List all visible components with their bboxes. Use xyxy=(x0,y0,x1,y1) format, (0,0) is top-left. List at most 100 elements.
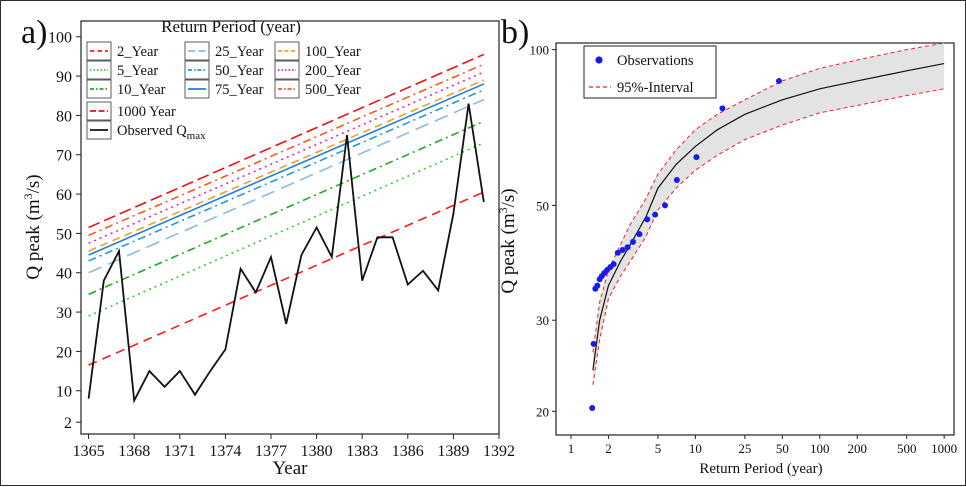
legend-item-500-year: 500_Year xyxy=(274,79,361,99)
b-y-tick-label-100: 100 xyxy=(530,43,550,58)
x-tick-label-1383: 1383 xyxy=(346,443,378,460)
y-tick-label-30: 30 xyxy=(56,305,72,322)
y-tick-label-60: 60 xyxy=(56,187,72,204)
observation-point xyxy=(629,238,636,245)
observation-point xyxy=(719,105,726,112)
x-tick-label-1374: 1374 xyxy=(209,443,241,460)
panel-b-x-ticks: 1 2 5 10 25 50 100 200 500 1000 xyxy=(568,435,957,456)
b-x-tick-label-1: 1 xyxy=(568,441,575,456)
legend-label-2-year: 2_Year xyxy=(117,44,158,60)
y-tick-label-100: 100 xyxy=(48,30,72,47)
b-x-tick-label-200: 200 xyxy=(847,441,867,456)
legend-item-75-year: 75_Year xyxy=(184,79,264,99)
observation-point xyxy=(624,244,631,251)
legend-label-10-year: 10_Year xyxy=(117,82,166,98)
line-1000-year xyxy=(88,53,485,229)
panel-b-legend: Observations 95%-Interval xyxy=(583,45,717,99)
legend-label-5-year: 5_Year xyxy=(117,63,158,79)
line-100-year xyxy=(88,79,485,252)
interval-lower-line xyxy=(592,88,945,385)
y-tick-label-80: 80 xyxy=(56,108,72,125)
legend-interval-label: 95%-Interval xyxy=(617,80,694,96)
panel-b-label: b) xyxy=(501,14,529,51)
b-x-tick-label-5: 5 xyxy=(655,441,662,456)
legend-label-100-year: 100_Year xyxy=(305,44,361,60)
y-tick-label-10: 10 xyxy=(56,384,72,401)
legend-label-observed-qmax: Observed Qmax xyxy=(117,123,206,142)
legend-item-5-year: 5_Year xyxy=(86,60,158,80)
panel-b-y-axis-title-main: Q peak (m xyxy=(498,213,519,293)
panel-a-series xyxy=(87,53,485,404)
observation-point xyxy=(636,231,643,238)
panel-a-y-ticks: 2 10 20 30 40 50 60 70 80 90 100 xyxy=(48,30,81,432)
b-y-tick-label-20: 20 xyxy=(536,404,549,419)
panel-b-y-axis-title-sup: 3 xyxy=(496,207,510,213)
b-x-tick-label-25: 25 xyxy=(738,441,751,456)
y-tick-label-2: 2 xyxy=(64,415,72,432)
legend-item-100-year: 100_Year xyxy=(274,41,361,61)
legend-observations-label: Observations xyxy=(617,53,694,69)
panel-a-label: a) xyxy=(21,14,47,51)
line-25-year xyxy=(88,98,485,274)
y-tick-label-70: 70 xyxy=(56,148,72,165)
panel-a-y-axis-title-end: /s) xyxy=(23,174,44,193)
panel-a-x-axis-title: Year xyxy=(272,458,308,479)
legend-label-200-year: 200_Year xyxy=(305,63,361,79)
panel-a-x-ticks: 1365 1368 1371 1374 1377 1380 1383 1386 1389 1392 xyxy=(73,434,515,460)
panel-b-y-axis-title: Q peak (m3/s) xyxy=(496,188,519,293)
legend-label-observed-main: Observed Q xyxy=(117,123,187,139)
legend-label-500-year: 500_Year xyxy=(305,82,361,98)
y-tick-label-90: 90 xyxy=(56,69,72,86)
legend-key-box xyxy=(274,60,300,80)
panel-a: a) 1365 1368 1371 1374 1377 1380 1383 1386 1389 1… xyxy=(21,14,515,479)
x-tick-label-1392: 1392 xyxy=(483,443,515,460)
legend-item-2-year: 2_Year xyxy=(86,41,158,61)
observation-point xyxy=(610,261,617,268)
observation-point xyxy=(590,340,597,347)
legend-item-1000-year: 1000 Year xyxy=(86,101,176,121)
b-x-tick-label-100: 100 xyxy=(810,441,830,456)
b-x-tick-label-500: 500 xyxy=(897,441,917,456)
line-75-year xyxy=(88,83,485,256)
legend-item-50-year: 50_Year xyxy=(184,60,264,80)
line-10-year xyxy=(88,120,485,296)
observation-point xyxy=(619,247,626,254)
observation-point xyxy=(589,404,596,411)
legend-item-observed-qmax: Observed Qmax xyxy=(86,120,206,142)
fitted-line xyxy=(592,62,945,371)
legend-key-box xyxy=(86,79,112,99)
panel-a-y-axis-title-sup: 3 xyxy=(21,193,35,199)
y-tick-label-40: 40 xyxy=(56,266,72,283)
line-observed-qmax xyxy=(87,103,485,404)
observation-point xyxy=(775,77,782,84)
legend-label-observed-sub: max xyxy=(187,130,206,142)
panel-b-y-ticks: 20 30 50 100 xyxy=(530,43,556,419)
panel-a-y-axis-title: Q peak (m3/s) xyxy=(21,174,44,279)
b-y-tick-label-30: 30 xyxy=(536,313,549,328)
y-tick-label-50: 50 xyxy=(56,226,72,243)
legend-label-50-year: 50_Year xyxy=(215,63,264,79)
observation-point xyxy=(594,282,601,289)
legend-key-box xyxy=(184,41,210,61)
b-x-tick-label-10: 10 xyxy=(689,441,702,456)
x-tick-label-1386: 1386 xyxy=(392,443,424,460)
panel-a-y-axis-title-main: Q peak (m xyxy=(23,199,44,279)
panel-b-legend-box xyxy=(583,45,717,99)
panel-a-legend-items: 2_Year 25_Year 100_Year 5_Year 50_Year 200_Ye… xyxy=(86,41,361,142)
x-tick-label-1368: 1368 xyxy=(118,443,150,460)
panel-a-legend-title: Return Period (year) xyxy=(161,17,301,36)
legend-key-box xyxy=(184,60,210,80)
legend-item-10-year: 10_Year xyxy=(86,79,166,99)
x-tick-label-1377: 1377 xyxy=(255,443,287,460)
observation-point xyxy=(693,154,700,161)
y-tick-label-20: 20 xyxy=(56,344,72,361)
panel-b-plot-area xyxy=(555,42,955,436)
legend-observations-marker xyxy=(595,56,603,64)
x-tick-label-1380: 1380 xyxy=(301,443,333,460)
legend-label-1000-year: 1000 Year xyxy=(117,104,176,120)
observation-point xyxy=(644,216,651,223)
x-tick-label-1365: 1365 xyxy=(73,443,105,460)
x-tick-label-1389: 1389 xyxy=(437,443,469,460)
legend-item-25-year: 25_Year xyxy=(184,41,264,61)
